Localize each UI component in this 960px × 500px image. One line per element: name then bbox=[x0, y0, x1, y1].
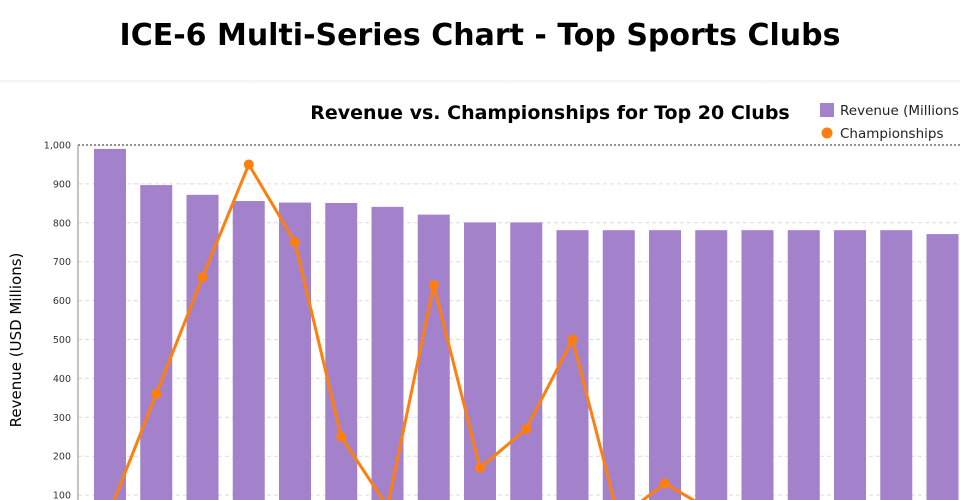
championships-point[interactable] bbox=[151, 388, 162, 399]
y-tick-label: 900 bbox=[53, 179, 71, 190]
y-axis-label: Revenue (USD Millions) bbox=[7, 253, 25, 428]
y-tick-label: 700 bbox=[53, 257, 71, 268]
legend-label-revenue: Revenue (Millions) bbox=[840, 103, 960, 119]
header-divider bbox=[0, 80, 960, 84]
page-title: ICE-6 Multi-Series Chart - Top Sports Cl… bbox=[119, 18, 841, 53]
revenue-bar[interactable] bbox=[556, 230, 589, 500]
legend: Revenue (Millions) Championships bbox=[820, 103, 960, 142]
y-tick-label: 500 bbox=[53, 335, 71, 346]
revenue-bar[interactable] bbox=[926, 234, 959, 500]
championships-point[interactable] bbox=[336, 431, 347, 442]
legend-swatch-championships bbox=[821, 127, 833, 139]
legend-label-championships: Championships bbox=[840, 126, 944, 142]
revenue-bar[interactable] bbox=[232, 201, 265, 500]
championships-point[interactable] bbox=[428, 280, 439, 291]
revenue-bars bbox=[94, 148, 959, 500]
revenue-bar[interactable] bbox=[94, 148, 126, 500]
y-tick-label: 400 bbox=[53, 374, 71, 385]
y-tick-label: 200 bbox=[53, 452, 71, 463]
y-axis: 100 200 300 400 500 600 700 800 900 1,000 bbox=[44, 141, 79, 500]
revenue-bar[interactable] bbox=[464, 222, 496, 500]
revenue-bar[interactable] bbox=[602, 230, 635, 500]
revenue-bar[interactable] bbox=[649, 230, 681, 500]
legend-swatch-revenue bbox=[820, 103, 834, 117]
revenue-bar[interactable] bbox=[787, 230, 820, 500]
revenue-bar[interactable] bbox=[140, 185, 173, 500]
y-tick-label: 1,000 bbox=[44, 141, 71, 152]
chart-title: Revenue vs. Championships for Top 20 Clu… bbox=[310, 102, 789, 124]
championships-point[interactable] bbox=[521, 423, 532, 434]
revenue-bar[interactable] bbox=[880, 230, 913, 500]
championships-point[interactable] bbox=[660, 478, 670, 489]
revenue-bar[interactable] bbox=[695, 230, 728, 500]
championships-point[interactable] bbox=[290, 237, 300, 248]
revenue-bar[interactable] bbox=[186, 194, 219, 500]
y-tick-label: 300 bbox=[53, 413, 71, 424]
revenue-bar[interactable] bbox=[279, 202, 311, 500]
y-tick-label: 800 bbox=[53, 218, 71, 229]
revenue-bar[interactable] bbox=[741, 230, 774, 500]
y-tick-label: 100 bbox=[53, 491, 71, 500]
championships-point[interactable] bbox=[475, 462, 485, 473]
championships-point[interactable] bbox=[197, 272, 208, 283]
championships-line-path bbox=[112, 162, 697, 500]
revenue-bar[interactable] bbox=[834, 230, 866, 500]
revenue-bar[interactable] bbox=[417, 214, 450, 500]
y-tick-label: 600 bbox=[53, 296, 71, 307]
championships-line bbox=[112, 159, 697, 500]
championships-point[interactable] bbox=[243, 159, 254, 170]
championships-point[interactable] bbox=[567, 334, 578, 345]
revenue-bar[interactable] bbox=[510, 222, 543, 500]
